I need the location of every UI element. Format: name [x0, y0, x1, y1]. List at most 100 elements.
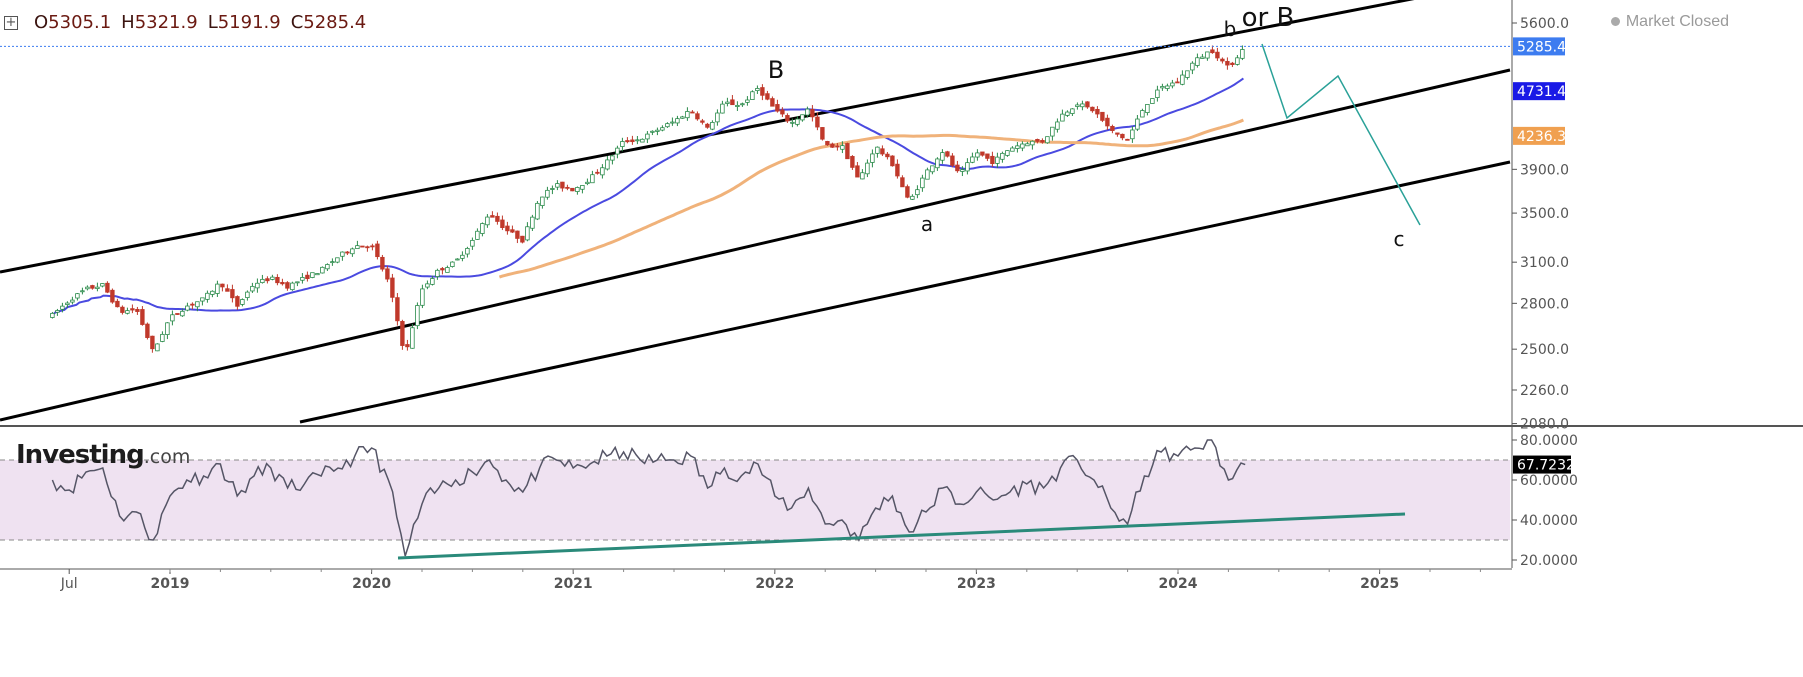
candle-body: [1055, 121, 1060, 130]
candle-body: [55, 310, 60, 313]
time-tick-label: 2023: [957, 576, 996, 592]
candle-body: [1045, 136, 1050, 144]
candle-body: [1190, 62, 1195, 71]
candle-body: [655, 129, 660, 132]
candle-body: [1215, 51, 1220, 59]
candle-body: [1185, 70, 1190, 78]
candle-body: [385, 268, 390, 280]
candle-body: [170, 314, 175, 322]
candle-body: [65, 302, 70, 305]
candle-body: [320, 266, 325, 274]
candle-body: [470, 239, 475, 247]
candle-body: [50, 312, 55, 318]
oscillator-tick-label: 20.0000: [1520, 553, 1578, 569]
candle-body: [225, 288, 230, 292]
candle-body: [355, 245, 360, 250]
price-tag-label: 4731.4: [1517, 84, 1566, 100]
candle-body: [330, 261, 335, 264]
candle-body: [85, 286, 90, 290]
status-dot-icon: [1610, 17, 1620, 27]
time-tick-label: 2019: [151, 576, 190, 592]
candle-body: [350, 248, 355, 255]
candle-body: [250, 285, 255, 292]
high-value: 5321.9: [134, 12, 198, 33]
candle-body: [980, 151, 985, 156]
candle-body: [950, 155, 955, 166]
candle-body: [325, 264, 330, 270]
candle-body: [135, 308, 140, 312]
candle-body: [715, 112, 720, 123]
candle-body: [685, 111, 690, 119]
price-tick-label: 3500.0: [1520, 206, 1569, 222]
candle-body: [495, 215, 500, 222]
price-tag: [1513, 82, 1565, 101]
candle-body: [920, 177, 925, 189]
candle-body: [335, 257, 340, 263]
candle-body: [915, 189, 920, 196]
candle-body: [1090, 106, 1095, 112]
logo-suffix: .com: [143, 446, 191, 468]
candle-body: [515, 230, 520, 239]
candle-body: [590, 174, 595, 184]
market-status-text: Market Closed: [1625, 13, 1729, 30]
candle-body: [755, 88, 760, 92]
candle-body: [1230, 62, 1235, 65]
candle-body: [1040, 140, 1045, 143]
candle-body: [800, 114, 805, 121]
candle-body: [175, 313, 180, 315]
candle-body: [845, 143, 850, 160]
candle-body: [775, 104, 780, 112]
candle-body: [405, 344, 410, 348]
wave-label-or-B: or B: [1242, 3, 1295, 33]
candle-body: [420, 288, 425, 306]
candle-body: [1015, 145, 1020, 149]
candle-body: [605, 159, 610, 170]
market-status: Market Closed: [1610, 13, 1729, 31]
oscillator-panel: [0, 439, 1510, 560]
candle-body: [445, 267, 450, 273]
low-label: L: [207, 12, 218, 33]
candle-body: [235, 296, 240, 307]
close-value: 5285.4: [303, 12, 367, 33]
candle-body: [75, 293, 80, 299]
candle-body: [610, 155, 615, 161]
candle-body: [220, 283, 225, 288]
candle-body: [545, 189, 550, 198]
open-label: O: [34, 12, 49, 33]
oscillator-trendline: [397, 512, 1406, 560]
candle-body: [1165, 85, 1170, 89]
oscillator-tick-label: 60.0000: [1520, 473, 1578, 489]
time-tick-label: 2020: [352, 576, 391, 592]
candle-body: [310, 272, 315, 278]
time-tick-label: 2021: [554, 576, 593, 592]
price-tag: [1513, 37, 1565, 56]
candle-body: [120, 306, 125, 313]
candle-body: [295, 281, 300, 284]
candle-body: [195, 301, 200, 308]
axes: 5600.0 3900.0 3500.0 3100.0 2800.0 2500.0 2260…: [0, 0, 1803, 592]
candle-body: [315, 273, 320, 276]
candle-body: [475, 230, 480, 240]
candle-body: [935, 158, 940, 169]
channel-line-2: [0, 68, 1511, 422]
candle-body: [1010, 147, 1015, 152]
oscillator-line: [51, 439, 1246, 557]
price-tag-label: 4236.3: [1517, 129, 1566, 145]
candle-body: [710, 121, 715, 130]
candle-body: [1020, 143, 1025, 149]
wave-label-b: b: [1224, 17, 1237, 41]
expand-icon[interactable]: +: [4, 15, 18, 30]
candle-body: [835, 145, 840, 148]
candle-body: [795, 118, 800, 125]
logo-name: Investing: [16, 440, 145, 470]
candle-body: [855, 165, 860, 178]
candle-body: [750, 91, 755, 100]
candle-body: [380, 256, 385, 270]
candle-body: [1030, 140, 1035, 146]
candle-body: [900, 177, 905, 188]
candle-body: [695, 113, 700, 120]
candle-body: [1035, 138, 1040, 142]
price-tick-label: 3100.0: [1520, 255, 1569, 271]
candle-body: [770, 98, 775, 107]
time-tick-label: 2024: [1159, 576, 1198, 592]
